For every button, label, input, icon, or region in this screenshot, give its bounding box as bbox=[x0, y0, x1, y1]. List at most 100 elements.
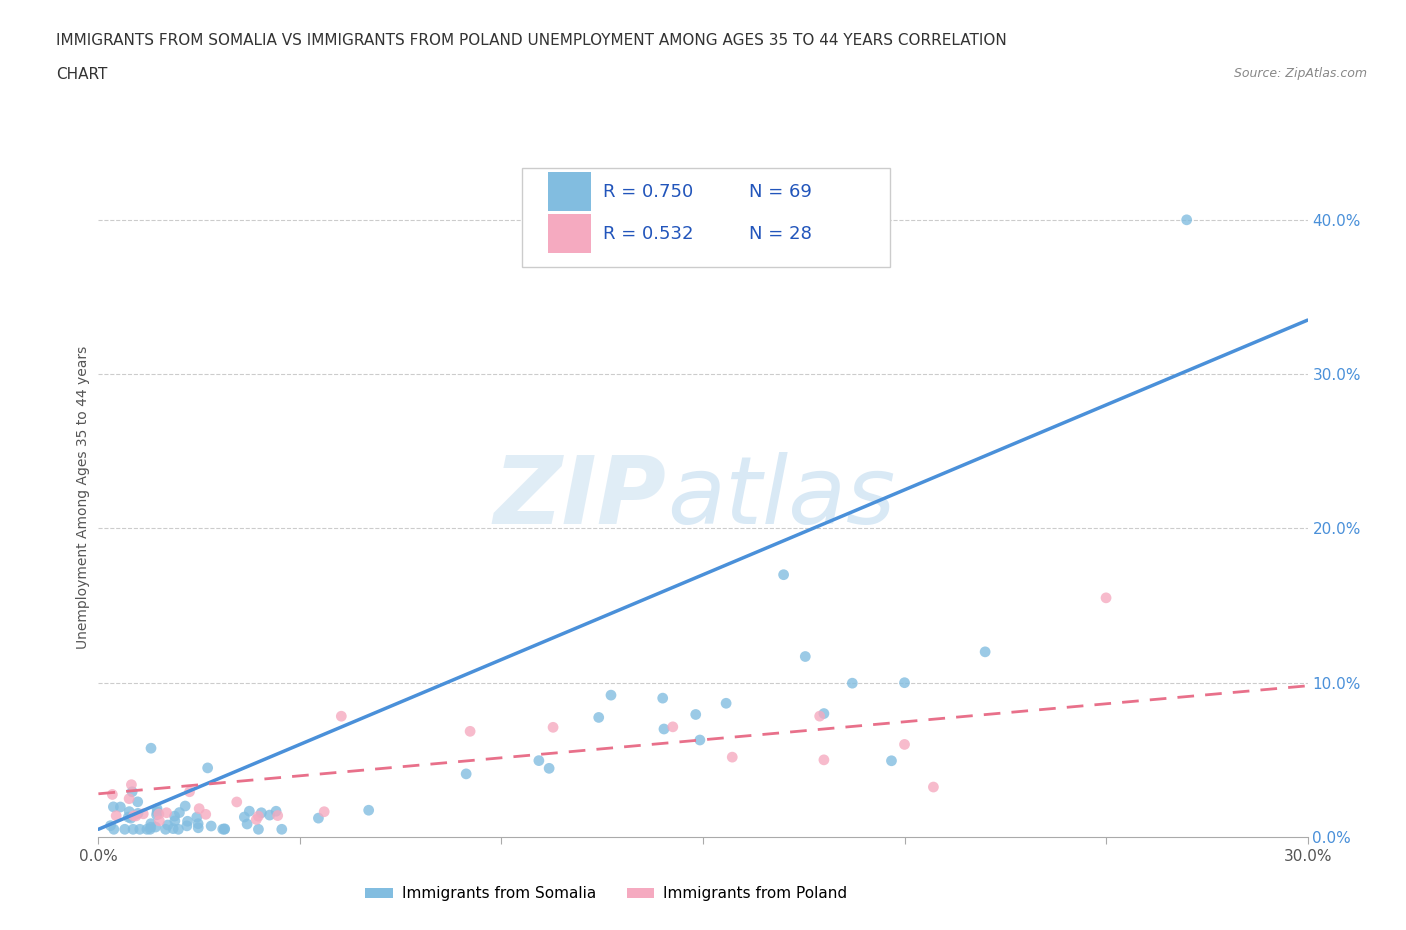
Point bbox=[121, 784, 143, 799]
Point bbox=[893, 737, 915, 751]
Y-axis label: Unemployment Among Ages 35 to 44 years: Unemployment Among Ages 35 to 44 years bbox=[76, 346, 90, 649]
Point bbox=[456, 766, 478, 781]
Point bbox=[330, 709, 353, 724]
Point bbox=[187, 817, 209, 831]
Point bbox=[139, 817, 162, 831]
Point bbox=[127, 794, 149, 809]
Text: R = 0.532: R = 0.532 bbox=[603, 225, 693, 243]
Point bbox=[1175, 212, 1198, 227]
FancyBboxPatch shape bbox=[548, 172, 591, 211]
Point bbox=[139, 741, 162, 756]
Point bbox=[132, 806, 155, 821]
Point bbox=[122, 808, 145, 823]
Text: N = 69: N = 69 bbox=[749, 182, 811, 201]
FancyBboxPatch shape bbox=[548, 214, 591, 253]
Point bbox=[114, 822, 136, 837]
Point bbox=[163, 814, 186, 829]
Point bbox=[922, 779, 945, 794]
Point bbox=[169, 805, 191, 820]
FancyBboxPatch shape bbox=[522, 168, 890, 267]
Point bbox=[200, 818, 222, 833]
Point bbox=[538, 761, 561, 776]
Point bbox=[194, 807, 217, 822]
Point bbox=[1095, 591, 1118, 605]
Point bbox=[314, 804, 336, 819]
Point bbox=[117, 810, 139, 825]
Point bbox=[167, 822, 190, 837]
Text: N = 28: N = 28 bbox=[749, 225, 811, 243]
Text: R = 0.750: R = 0.750 bbox=[603, 182, 693, 201]
Point bbox=[808, 709, 831, 724]
Point bbox=[155, 805, 177, 820]
Point bbox=[118, 791, 141, 806]
Point bbox=[259, 807, 281, 822]
Point bbox=[135, 822, 157, 837]
Point bbox=[176, 818, 198, 833]
Point bbox=[247, 822, 270, 837]
Text: CHART: CHART bbox=[56, 67, 108, 82]
Point bbox=[214, 821, 236, 836]
Point bbox=[103, 822, 125, 837]
Point bbox=[714, 696, 737, 711]
Point bbox=[145, 807, 167, 822]
Point bbox=[264, 804, 287, 818]
Point bbox=[689, 733, 711, 748]
Point bbox=[187, 820, 209, 835]
Point bbox=[651, 691, 673, 706]
Point bbox=[794, 649, 817, 664]
Point bbox=[588, 710, 610, 724]
Point bbox=[101, 787, 124, 802]
Point bbox=[225, 794, 247, 809]
Point bbox=[118, 804, 141, 819]
Text: ZIP: ZIP bbox=[494, 452, 666, 543]
Point bbox=[125, 808, 148, 823]
Point bbox=[139, 822, 162, 837]
Point bbox=[600, 687, 623, 702]
Text: atlas: atlas bbox=[666, 452, 896, 543]
Point bbox=[100, 818, 122, 833]
Text: Source: ZipAtlas.com: Source: ZipAtlas.com bbox=[1233, 67, 1367, 80]
Point bbox=[247, 809, 270, 824]
Point bbox=[270, 822, 292, 837]
Point bbox=[155, 822, 177, 837]
Point bbox=[156, 817, 179, 832]
Point bbox=[186, 810, 208, 825]
Point bbox=[120, 811, 142, 826]
Point bbox=[238, 804, 260, 818]
Point bbox=[527, 753, 550, 768]
Point bbox=[662, 720, 685, 735]
Text: IMMIGRANTS FROM SOMALIA VS IMMIGRANTS FROM POLAND UNEMPLOYMENT AMONG AGES 35 TO : IMMIGRANTS FROM SOMALIA VS IMMIGRANTS FR… bbox=[56, 33, 1007, 47]
Point bbox=[145, 819, 167, 834]
Point bbox=[267, 808, 290, 823]
Point bbox=[120, 777, 142, 792]
Point bbox=[162, 821, 184, 836]
Point bbox=[307, 811, 329, 826]
Point bbox=[652, 722, 675, 737]
Point bbox=[110, 800, 132, 815]
Point bbox=[146, 804, 169, 819]
Point bbox=[357, 803, 380, 817]
Point bbox=[103, 800, 125, 815]
Point bbox=[211, 822, 233, 837]
Point bbox=[974, 644, 997, 659]
Point bbox=[721, 750, 744, 764]
Point bbox=[128, 822, 150, 837]
Point bbox=[174, 799, 197, 814]
Point bbox=[813, 706, 835, 721]
Point bbox=[122, 822, 145, 837]
Point bbox=[127, 806, 149, 821]
Point bbox=[188, 802, 211, 817]
Point bbox=[893, 675, 915, 690]
Point bbox=[245, 812, 267, 827]
Point bbox=[105, 808, 128, 823]
Point bbox=[197, 761, 219, 776]
Point bbox=[176, 814, 198, 829]
Point bbox=[772, 567, 794, 582]
Point bbox=[148, 814, 170, 829]
Point bbox=[458, 724, 481, 738]
Point bbox=[163, 809, 186, 824]
Point bbox=[841, 676, 863, 691]
Point bbox=[250, 805, 273, 820]
Point bbox=[236, 817, 259, 831]
Point bbox=[146, 802, 169, 817]
